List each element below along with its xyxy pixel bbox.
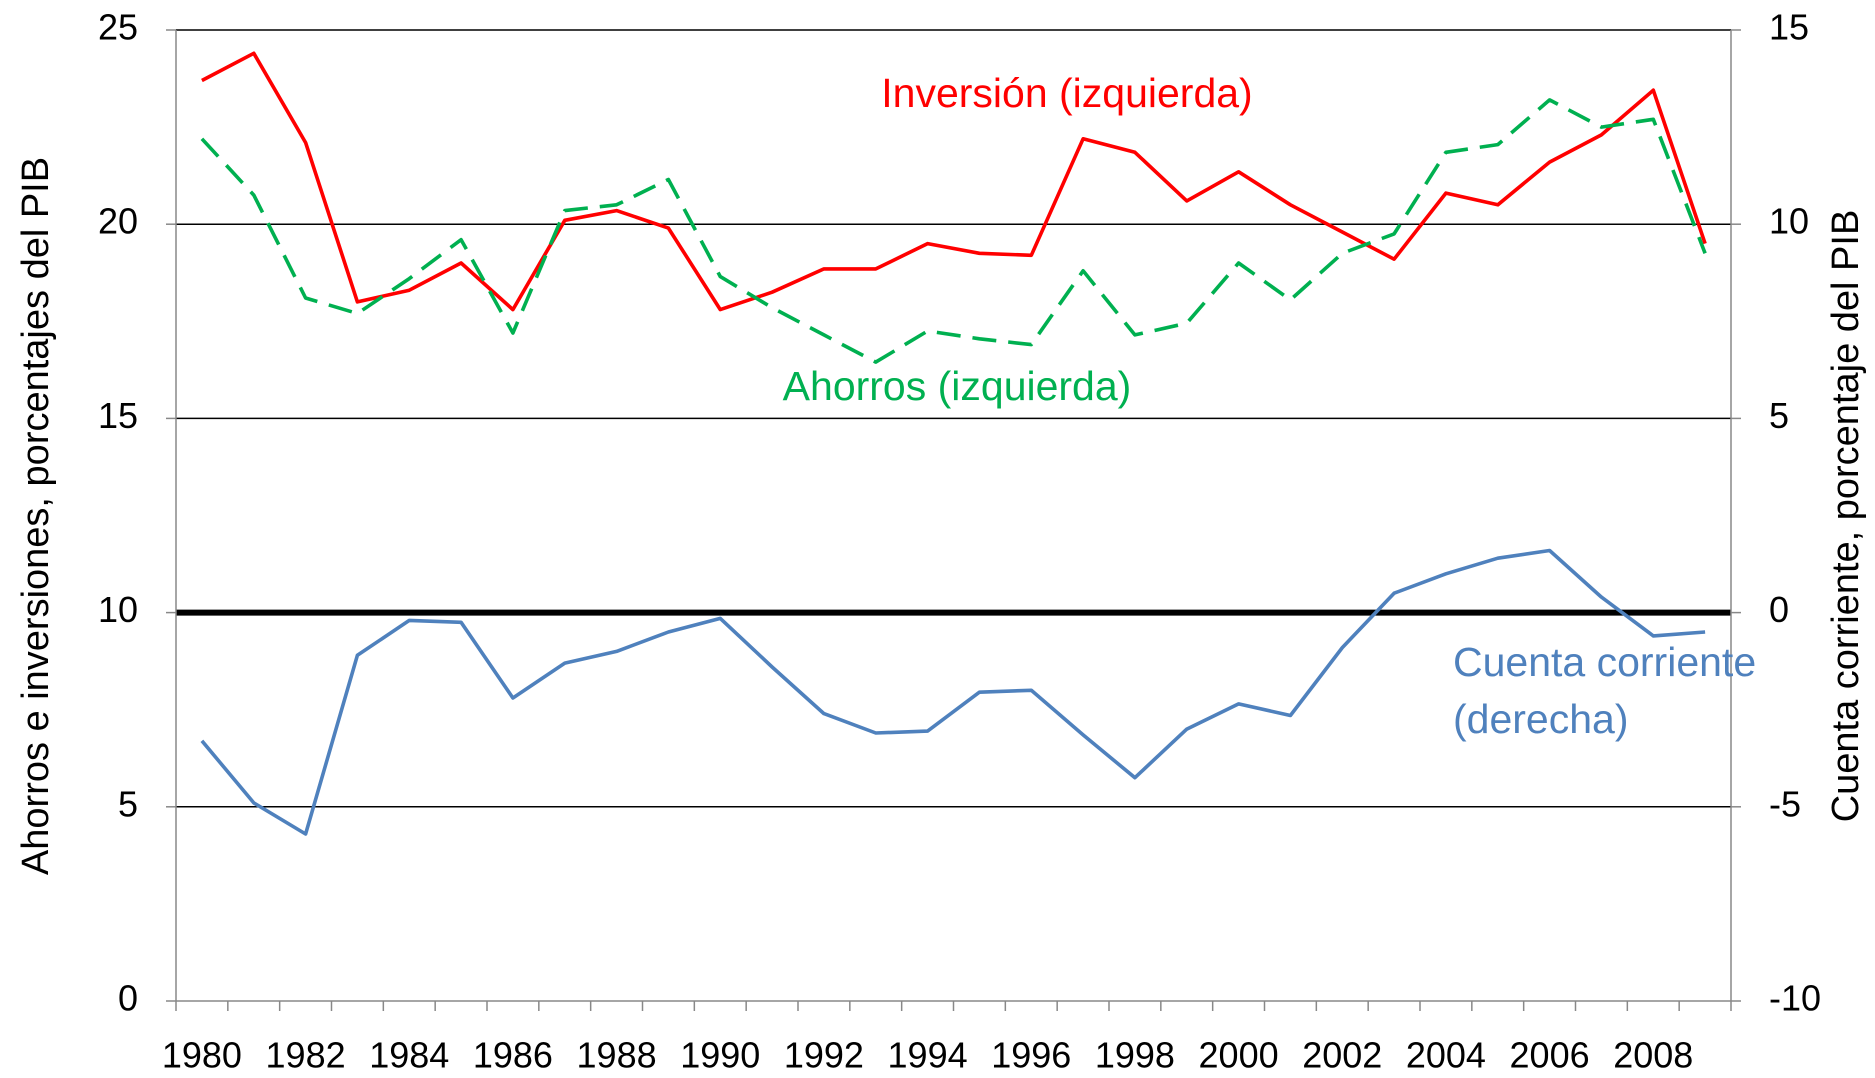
x-tick-label: 1998	[1095, 1035, 1175, 1076]
y-tick-label: 15	[98, 395, 138, 436]
x-tick-label: 1988	[577, 1035, 657, 1076]
y2-tick-label: 5	[1769, 395, 1789, 436]
x-tick-label: 1990	[680, 1035, 760, 1076]
line-series	[201, 51, 1707, 312]
y-tick-label: 20	[98, 201, 138, 242]
y2-tick-label: 0	[1769, 589, 1789, 630]
series-label: (derecha)	[1453, 696, 1628, 742]
series-label: Inversión (izquierda)	[881, 70, 1252, 116]
x-tick-label: 1994	[888, 1035, 968, 1076]
x-tick-label: 2000	[1199, 1035, 1279, 1076]
x-tick-label: 2008	[1613, 1035, 1693, 1076]
y-tick-label: 5	[118, 783, 138, 824]
x-tick-label: 2004	[1406, 1035, 1486, 1076]
x-tick-label: 1982	[266, 1035, 346, 1076]
x-tick-label: 1992	[784, 1035, 864, 1076]
y-tick-label: 25	[98, 7, 138, 48]
series-label: Cuenta corriente	[1453, 639, 1756, 685]
y2-tick-label: 15	[1769, 7, 1809, 48]
y2-axis-title: Cuenta corriente, porcentaje del PIB	[1825, 210, 1867, 823]
x-tick-label: 1984	[369, 1035, 449, 1076]
y2-tick-label: -5	[1769, 783, 1801, 824]
line-series	[200, 548, 1706, 836]
x-tick-label: 2002	[1302, 1035, 1382, 1076]
x-tick-label: 2006	[1510, 1035, 1590, 1076]
y-tick-label: 10	[98, 589, 138, 630]
x-tick-label: 1980	[162, 1035, 242, 1076]
series-label: Ahorros (izquierda)	[783, 363, 1132, 409]
y2-tick-label: -10	[1769, 978, 1821, 1019]
y-tick-label: 0	[118, 978, 138, 1019]
y2-tick-label: 10	[1769, 201, 1809, 242]
x-tick-label: 1996	[991, 1035, 1071, 1076]
x-tick-label: 1986	[473, 1035, 553, 1076]
line-series	[200, 98, 1707, 364]
y-axis-title: Ahorros e inversiones, porcentajes del P…	[15, 157, 57, 875]
